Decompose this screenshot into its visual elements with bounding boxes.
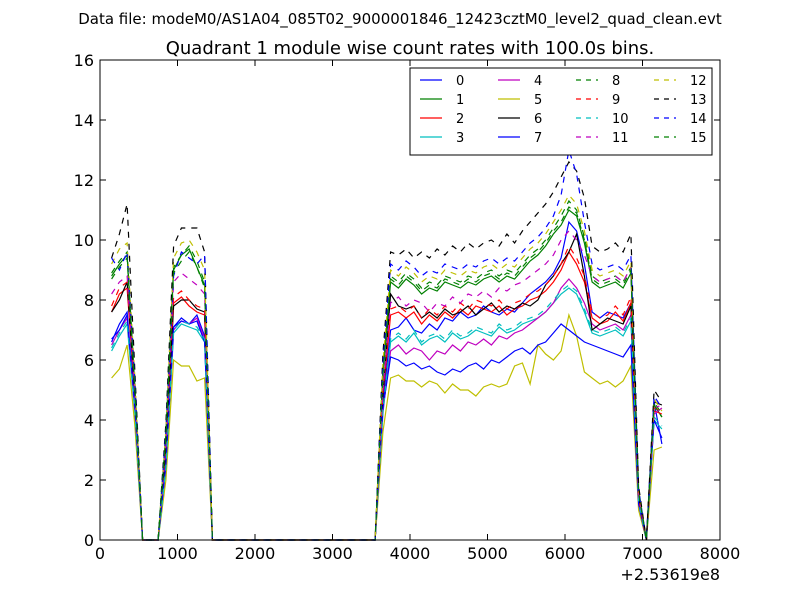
legend-label-9: 9 [612,93,620,108]
x-tick-label: 0 [95,544,105,563]
legend-label-10: 10 [612,112,629,127]
series-line-10 [111,284,663,541]
y-tick-label: 4 [84,411,94,430]
legend-label-6: 6 [534,112,542,127]
legend-box [409,67,713,156]
x-tick-label: 1000 [157,544,198,563]
legend-label-2: 2 [456,112,464,127]
series-line-7 [111,312,663,541]
y-tick-label: 8 [84,291,94,310]
legend-label-5: 5 [534,93,542,108]
chart-suptitle: Data file: modeM0/AS1A04_085T02_90000018… [78,10,722,29]
y-tick-label: 2 [84,471,94,490]
y-tick-label: 6 [84,351,94,370]
legend-label-4: 4 [534,74,542,89]
series-line-3 [111,287,663,541]
x-tick-label: 6000 [545,544,586,563]
series-line-2 [111,250,663,541]
x-tick-label: 4000 [390,544,431,563]
legend-label-0: 0 [456,74,464,89]
series-line-11 [111,230,663,541]
legend-label-3: 3 [456,131,464,146]
x-axis-offset-label: +2.53619e8 [620,565,720,584]
x-tick-label: 5000 [467,544,508,563]
series-line-9 [111,244,663,541]
legend-label-12: 12 [690,74,707,89]
x-tick-label: 3000 [312,544,353,563]
legend-label-7: 7 [534,131,542,146]
y-tick-label: 10 [74,231,94,250]
y-tick-label: 14 [74,111,94,130]
legend-label-11: 11 [612,131,629,146]
y-tick-label: 0 [84,531,94,550]
legend-label-14: 14 [690,112,707,127]
series-line-13 [111,160,663,541]
legend-label-13: 13 [690,93,707,108]
x-tick-label: 2000 [235,544,276,563]
x-tick-label: 7000 [622,544,663,563]
x-tick-label: 8000 [700,544,741,563]
y-tick-label: 16 [74,51,94,70]
y-tick-label: 12 [74,171,94,190]
legend-label-15: 15 [690,131,707,146]
series-line-15 [111,206,663,541]
legend-label-1: 1 [456,93,464,108]
axis-ticks-layer: 0 1000 2000 3000 4000 5000 6000 7000 80000246810… [74,51,741,563]
legend-label-8: 8 [612,74,620,89]
series-line-5 [111,312,663,541]
series-line-6 [111,231,663,541]
series-lines-layer [111,149,663,541]
chart-title: Quadrant 1 module wise count rates with … [166,38,655,59]
